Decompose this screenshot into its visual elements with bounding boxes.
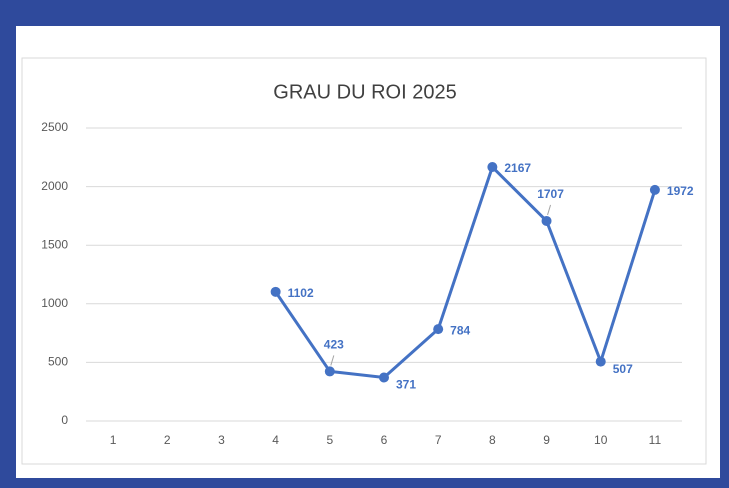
x-tick-label: 9: [543, 433, 550, 447]
point: [379, 372, 389, 383]
point: [487, 162, 498, 173]
chart-area: [21, 57, 707, 465]
point: [595, 356, 606, 367]
data-label: 423: [324, 338, 344, 352]
x-tick-label: 2: [164, 433, 171, 447]
x-tick-label: 7: [435, 433, 442, 447]
x-tick-label: 4: [272, 433, 279, 447]
data-label: 507: [613, 362, 633, 376]
y-tick-label: 1000: [41, 296, 68, 310]
y-tick-label: 2500: [41, 120, 68, 134]
y-tick-label: 0: [61, 413, 68, 427]
x-tick-label: 5: [326, 433, 333, 447]
point: [541, 215, 552, 226]
y-tick-label: 1500: [41, 237, 68, 251]
x-tick-label: 11: [649, 433, 662, 447]
x-tick-label: 10: [594, 433, 608, 447]
x-tick-label: 1: [110, 433, 117, 447]
x-tick-label: 3: [218, 433, 225, 447]
data-label: 1102: [288, 286, 314, 300]
point: [270, 286, 281, 297]
data-label: 1707: [537, 187, 564, 201]
x-tick-label: 6: [381, 433, 388, 447]
data-label: 1972: [667, 184, 694, 198]
point: [324, 366, 335, 377]
y-tick-label: 500: [48, 355, 68, 369]
point: [433, 324, 444, 335]
x-tick-label: 8: [489, 433, 496, 447]
data-label: 784: [450, 323, 470, 337]
chart-title: GRAU DU ROI 2025: [273, 81, 456, 103]
series-line: [274, 165, 657, 380]
data-label: 2167: [504, 161, 531, 175]
leader-line: [547, 204, 552, 216]
leader-line: [330, 355, 335, 366]
data-label: 371: [396, 378, 416, 392]
point: [649, 184, 660, 195]
y-tick-label: 2000: [41, 179, 68, 193]
